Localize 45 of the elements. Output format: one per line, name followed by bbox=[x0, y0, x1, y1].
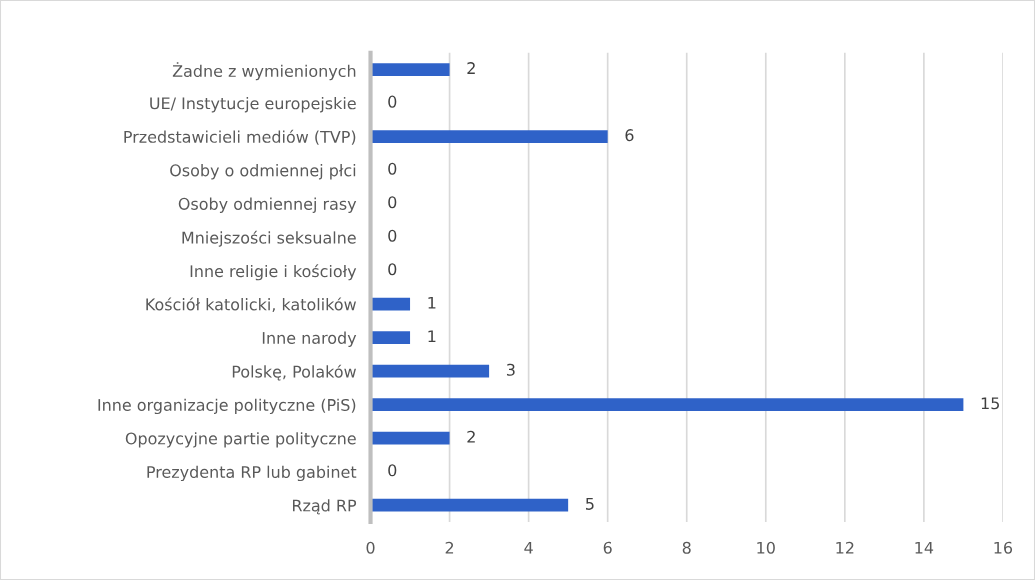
data-label: 0 bbox=[388, 196, 397, 209]
data-label: 0 bbox=[388, 95, 397, 108]
y-tick-label: Przedstawicieli mediów (TVP) bbox=[124, 129, 356, 145]
x-tick-label: 10 bbox=[757, 541, 775, 554]
bar bbox=[370, 331, 411, 345]
y-tick-label: UE/ Instytucje europejskie bbox=[150, 96, 356, 113]
data-label: 0 bbox=[388, 162, 397, 175]
x-tick-label: 16 bbox=[994, 541, 1013, 554]
data-label: 0 bbox=[388, 263, 397, 276]
y-tick-label: Osoby o odmiennej płci bbox=[170, 164, 356, 180]
y-tick-label: Osoby odmiennej rasy bbox=[178, 197, 357, 213]
data-label: 5 bbox=[586, 498, 594, 510]
data-label: 1 bbox=[428, 330, 436, 343]
y-tick-label: Żadne z wymienionych bbox=[172, 62, 356, 81]
bar bbox=[370, 498, 569, 512]
x-tick-label: 8 bbox=[682, 541, 691, 554]
y-tick-label: Kościół katolicki, katolików bbox=[146, 297, 356, 313]
data-label: 6 bbox=[625, 129, 634, 142]
data-label: 0 bbox=[388, 229, 397, 242]
data-label: 1 bbox=[428, 296, 436, 309]
x-tick-label: 4 bbox=[524, 541, 533, 554]
x-tick-label: 12 bbox=[836, 541, 854, 554]
y-tick-label: Mniejszości seksualne bbox=[182, 230, 356, 247]
y-tick-label: Prezydenta RP lub gabinet bbox=[147, 465, 357, 482]
bar bbox=[370, 297, 411, 311]
bar bbox=[370, 130, 608, 143]
y-tick-label: Opozycyjne partie polityczne bbox=[125, 432, 356, 448]
y-tick-label: Inne narody bbox=[262, 331, 357, 348]
x-tick-label: 0 bbox=[366, 541, 375, 554]
bar bbox=[370, 398, 964, 412]
data-label: 15 bbox=[981, 397, 999, 410]
y-tick-label: Polskę, Polaków bbox=[232, 364, 356, 381]
y-tick-label: Inne religie i kościoły bbox=[190, 264, 357, 281]
y-tick-label: Rząd RP bbox=[292, 499, 357, 515]
y-tick-label: Inne organizacje polityczne (PiS) bbox=[98, 398, 356, 415]
x-tick-label: 2 bbox=[445, 541, 454, 554]
data-label: 3 bbox=[506, 363, 515, 376]
x-tick-label: 6 bbox=[603, 541, 612, 554]
x-tick-label: 14 bbox=[915, 541, 934, 554]
bar bbox=[370, 431, 450, 445]
bar bbox=[370, 364, 490, 378]
data-label: 2 bbox=[467, 430, 475, 443]
data-label: 2 bbox=[467, 62, 475, 74]
data-label: 0 bbox=[388, 464, 397, 477]
bar bbox=[370, 63, 450, 76]
